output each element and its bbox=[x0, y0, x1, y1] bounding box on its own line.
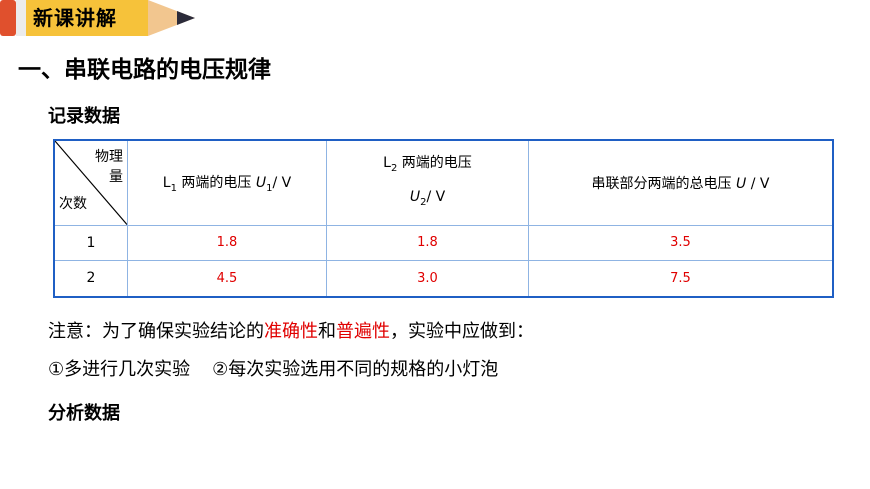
header-u1: L1 两端的电压 U1/ V bbox=[127, 139, 327, 226]
cell-u1: 4.5 bbox=[127, 259, 327, 298]
corner-bottom-label: 次数 bbox=[59, 195, 87, 212]
header-total: 串联部分两端的总电压 U / V bbox=[528, 139, 834, 226]
note-text: 注意：为了确保实验结论的准确性和普遍性，实验中应做到： bbox=[48, 321, 534, 342]
section-heading-record: 记录数据 bbox=[48, 106, 120, 127]
table-row: 1 1.8 1.8 3.5 bbox=[53, 224, 834, 261]
data-table: 物理量 次数 L1 两端的电压 U1/ V L2 两端的电压 U2/ V 串联部分… bbox=[53, 139, 834, 298]
table-row: 2 4.5 3.0 7.5 bbox=[53, 259, 834, 298]
page-title: 一、串联电路的电压规律 bbox=[18, 57, 271, 83]
row-index: 1 bbox=[53, 224, 128, 261]
cell-total: 7.5 bbox=[528, 259, 834, 298]
cell-u1: 1.8 bbox=[127, 224, 327, 261]
section-heading-analyze: 分析数据 bbox=[48, 403, 120, 424]
corner-cell: 物理量 次数 bbox=[53, 139, 128, 226]
pencil-badge-icon bbox=[0, 0, 195, 36]
section-badge-label: 新课讲解 bbox=[33, 6, 117, 30]
point-1: ①多进行几次实验 bbox=[48, 359, 191, 380]
diagonal-line bbox=[55, 141, 127, 225]
points-line: ①多进行几次实验 ②每次实验选用不同的规格的小灯泡 bbox=[48, 355, 498, 381]
row-index: 2 bbox=[53, 259, 128, 298]
cell-total: 3.5 bbox=[528, 224, 834, 261]
cell-u2: 1.8 bbox=[326, 224, 529, 261]
header-u2: L2 两端的电压 U2/ V bbox=[326, 139, 529, 226]
corner-top-label: 物理量 bbox=[95, 149, 123, 185]
point-2: ②每次实验选用不同的规格的小灯泡 bbox=[212, 359, 499, 380]
cell-u2: 3.0 bbox=[326, 259, 529, 298]
